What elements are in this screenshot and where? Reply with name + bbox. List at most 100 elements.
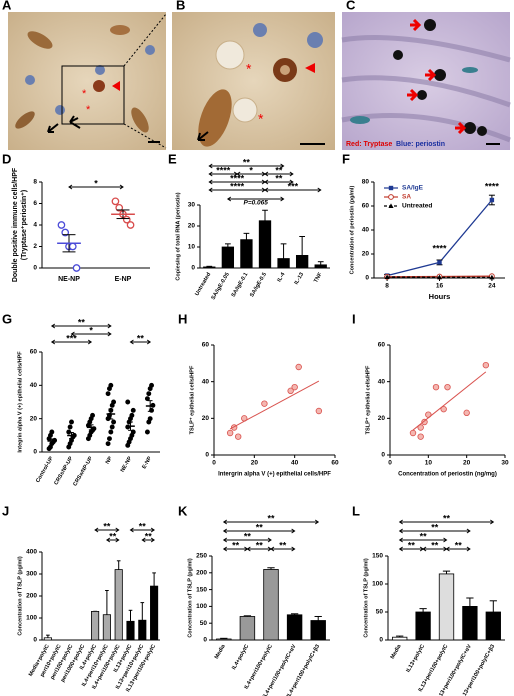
- y-tick-label: 20: [188, 223, 196, 230]
- bracket-arrow: [226, 196, 285, 202]
- y-tick-label: 200: [196, 570, 207, 577]
- significance-label: **: [267, 513, 275, 523]
- significance-label: ****: [432, 243, 447, 253]
- y-tick-label: 20: [378, 415, 386, 422]
- bar: [310, 620, 326, 641]
- legend-text: Red: Tryptase: [346, 141, 392, 148]
- bar: [258, 220, 272, 269]
- data-point: [49, 429, 55, 435]
- x-tick-label: 20: [463, 460, 471, 467]
- bar: [263, 569, 279, 641]
- legend-marker: [388, 194, 394, 200]
- x-tick-label: IL4+polyIC: [231, 644, 250, 671]
- y-tick-label: 100: [372, 581, 383, 588]
- data-point: [444, 383, 451, 391]
- bracket-arrow: [445, 546, 471, 552]
- y-tick-label: 150: [196, 586, 207, 593]
- y-tick-label: 0: [203, 637, 207, 644]
- x-tick-label: 40: [291, 460, 299, 467]
- significance-label: **: [279, 540, 287, 550]
- data-point: [432, 383, 440, 391]
- y-tick-label: 0: [379, 637, 383, 644]
- significance-label: ****: [216, 165, 231, 175]
- y-tick-label: 0: [33, 449, 37, 456]
- y-tick-label: 250: [196, 553, 207, 560]
- bar: [216, 638, 232, 641]
- bracket-arrow: [222, 537, 272, 543]
- bar: [415, 611, 431, 641]
- y-tick-label: 40: [30, 382, 38, 389]
- bar: [295, 254, 309, 269]
- data-point: [109, 424, 115, 430]
- y-tick-label: 40: [362, 227, 370, 234]
- bar: [462, 606, 478, 641]
- x-tick-label: SA/IgE-0.05: [211, 272, 231, 301]
- data-point: [489, 197, 495, 203]
- significance-label: **: [256, 522, 264, 532]
- data-point: [72, 264, 81, 272]
- y-axis-label: Concentration of periostin (pg/ml): [349, 186, 355, 275]
- data-point: [384, 274, 390, 280]
- data-point: [111, 197, 120, 206]
- panel-label: L: [352, 503, 360, 518]
- y-tick-label: 0: [365, 275, 369, 282]
- y-tick-label: 300: [26, 571, 37, 578]
- x-tick-label: Control-UP: [35, 455, 55, 483]
- bar: [485, 611, 501, 641]
- y-tick-label: 8: [33, 179, 37, 186]
- y-tick-label: 20: [30, 415, 38, 422]
- bar: [114, 569, 123, 641]
- data-point: [67, 424, 73, 430]
- significance-label: **: [443, 513, 451, 523]
- legend-label: SA/IgE: [402, 185, 424, 192]
- bracket-arrow: [70, 331, 112, 337]
- significance-label: **: [431, 522, 439, 532]
- data-point: [111, 399, 117, 405]
- panel-label: F: [342, 151, 350, 166]
- legend-label: SA: [402, 194, 411, 201]
- x-tick-label: 20: [251, 460, 259, 467]
- y-tick-label: 40: [202, 378, 210, 385]
- x-tick-label: 10: [425, 460, 433, 467]
- bracket-arrow: [105, 537, 120, 543]
- significance-label: **: [103, 521, 111, 531]
- y-tick-label: 0: [205, 452, 209, 459]
- y-tick-label: 60: [30, 349, 38, 356]
- x-tick-label: TNF: [313, 271, 324, 284]
- y-tick-label: 6: [33, 200, 37, 207]
- x-tick-label: CRSsNP-UP: [53, 455, 74, 486]
- y-axis-label: Concentration of TSLP (pg/ml): [363, 558, 369, 638]
- bar: [286, 614, 303, 641]
- y-tick-label: 400: [26, 549, 37, 556]
- y-tick-label: 2: [33, 243, 37, 250]
- significance-label: ***: [66, 333, 77, 343]
- significance-label: *: [89, 325, 93, 335]
- significance-label: **: [408, 540, 416, 550]
- panel-label: C: [346, 0, 356, 12]
- y-axis-label: Double positive immune cells/HPF: [12, 167, 19, 282]
- data-point: [68, 242, 77, 251]
- x-tick-label: 8: [385, 283, 389, 290]
- data-point: [105, 441, 111, 447]
- bar: [392, 636, 408, 641]
- x-axis-label: Concentration of periostin (ng/mg): [398, 472, 497, 478]
- panel-label: I: [352, 311, 356, 326]
- bracket-arrow: [50, 323, 112, 329]
- significance-label: *: [249, 165, 253, 175]
- bar: [240, 239, 253, 269]
- y-axis-label: TSLP⁺ epithelial cells/HPF: [188, 365, 195, 434]
- x-tick-label: NP: [105, 455, 114, 465]
- significance-label: ****: [230, 181, 245, 191]
- significance-label: **: [137, 333, 145, 343]
- data-point: [144, 429, 150, 435]
- data-point: [126, 221, 135, 229]
- y-tick-label: 10: [188, 244, 196, 251]
- x-tick-label: Media: [390, 643, 403, 660]
- x-tick-label: 0: [388, 460, 392, 467]
- panel-label: H: [178, 311, 187, 326]
- data-point: [90, 412, 95, 418]
- panel-label: A: [2, 0, 12, 12]
- data-point: [61, 228, 70, 237]
- x-tick-label: Untreated: [194, 272, 212, 297]
